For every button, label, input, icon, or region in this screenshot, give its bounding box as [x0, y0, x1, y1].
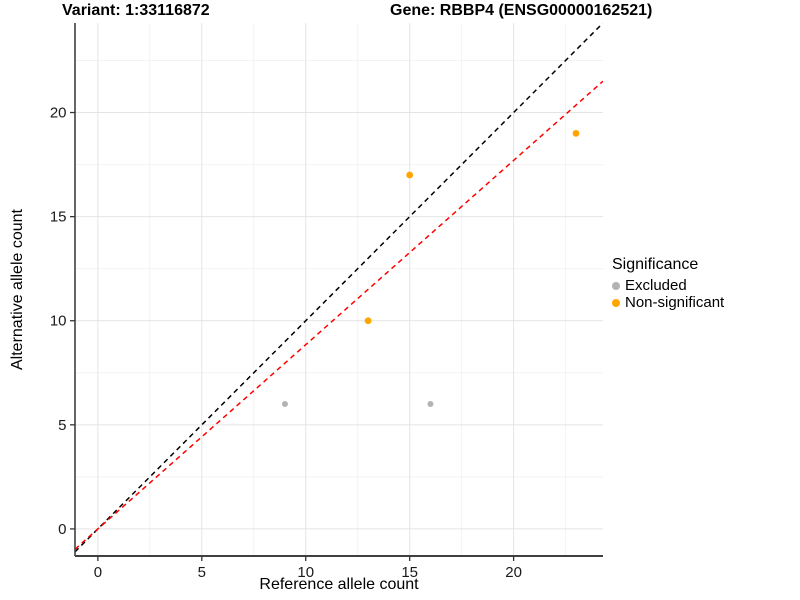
fit-line	[75, 80, 603, 550]
data-point	[364, 317, 372, 325]
data-point	[406, 171, 414, 179]
legend-item-label: Excluded	[625, 277, 687, 294]
legend-item-label: Non-significant	[625, 294, 725, 311]
data-point	[281, 401, 288, 408]
y-tick-label: 15	[50, 209, 67, 226]
plot-title-variant: Variant: 1:33116872	[62, 2, 210, 19]
y-tick-label: 20	[50, 105, 67, 122]
legend-title: Significance	[612, 256, 699, 273]
legend-dot-excluded-icon	[612, 281, 620, 290]
x-tick-label: 10	[297, 564, 314, 581]
legend: Significance Excluded Non-significant	[612, 256, 724, 311]
y-tick-label: 5	[58, 417, 66, 434]
legend-item-excluded: Excluded	[612, 277, 724, 294]
x-tick-label: 15	[401, 564, 418, 581]
x-tick-label: 5	[198, 564, 206, 581]
legend-item-non-significant: Non-significant	[612, 294, 724, 311]
y-tick-label: 10	[50, 313, 67, 330]
y-tick-label: 0	[58, 521, 66, 538]
data-point	[427, 401, 434, 408]
x-tick-label: 0	[94, 564, 102, 581]
x-tick-label: 20	[505, 564, 522, 581]
y-axis-title: Alternative allele count	[9, 208, 26, 370]
identity-line	[75, 23, 603, 553]
data-point	[572, 129, 580, 137]
x-axis-title: Reference allele count	[259, 576, 419, 593]
plot-title-gene: Gene: RBBP4 (ENSG00000162521)	[390, 2, 653, 19]
legend-dot-non-significant-icon	[612, 298, 620, 307]
